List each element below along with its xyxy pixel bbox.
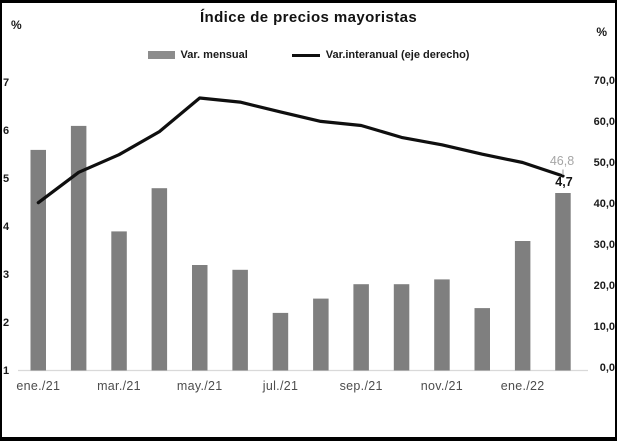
left-axis-unit-label: % <box>11 18 22 32</box>
bar-feb./22 <box>555 193 571 371</box>
bar-dic./21 <box>474 308 490 371</box>
left-axis-tick-5: 5 <box>3 172 10 185</box>
bar-abr./21 <box>151 188 168 371</box>
right-axis-unit-label: % <box>596 25 607 39</box>
right-axis-tick-40,0: 40,0 <box>593 198 615 210</box>
line-var-interanual <box>36 96 565 205</box>
bar-last-value-label: 4,7 <box>555 175 573 189</box>
right-axis-tick-10,0: 10,0 <box>593 321 615 334</box>
x-axis-label-nov./21: nov./21 <box>420 379 463 393</box>
legend: Var. mensual Var.interanual (eje derecho… <box>0 47 617 63</box>
bar-oct./21 <box>393 284 410 371</box>
bar-may./21 <box>192 265 208 371</box>
legend-label-var-interanual: Var.interanual (eje derecho) <box>325 49 470 61</box>
chart-title: Índice de precios mayoristas <box>199 9 418 26</box>
x-axis-label-mar./21: mar./21 <box>97 379 141 393</box>
left-axis-tick-4: 4 <box>3 220 10 233</box>
left-axis-tick-2: 2 <box>3 316 10 329</box>
bar-nov./21 <box>434 279 450 371</box>
legend-label-var-mensual: Var. mensual <box>180 49 248 61</box>
x-axis-label-may./21: may./21 <box>176 379 223 393</box>
legend-item-var-interanual: Var.interanual (eje derecho) <box>291 49 470 61</box>
right-axis-tick-20,0: 20,0 <box>593 280 615 293</box>
bar-series-swatch-icon <box>147 51 175 59</box>
right-axis-tick-50,0: 50,0 <box>593 156 615 169</box>
bar-jul./21 <box>272 312 289 371</box>
legend-item-var-mensual: Var. mensual <box>147 49 248 61</box>
x-axis-label-ene./21: ene./21 <box>16 379 61 393</box>
right-axis-tick-60,0: 60,0 <box>593 115 615 128</box>
x-axis-label-ene./22: ene./22 <box>500 379 545 393</box>
bar-feb./21 <box>70 125 87 371</box>
bar-ene./22 <box>514 241 531 371</box>
x-axis-label-jul./21: jul./21 <box>262 379 299 393</box>
line-last-value-label: 46,8 <box>549 154 575 168</box>
left-axis-tick-1: 1 <box>3 364 10 377</box>
right-axis-tick-0,0: 0,0 <box>599 362 615 375</box>
bar-ago./21 <box>313 298 329 371</box>
bar-mar./21 <box>111 231 127 371</box>
x-axis-label-sep./21: sep./21 <box>339 379 383 393</box>
right-axis-tick-70,0: 70,0 <box>593 74 615 87</box>
bar-sep./21 <box>353 284 369 371</box>
right-axis-tick-30,0: 30,0 <box>593 239 615 251</box>
left-axis-tick-6: 6 <box>3 124 10 137</box>
bar-ene./21 <box>30 149 46 371</box>
bar-jun./21 <box>232 269 248 371</box>
left-axis-tick-3: 3 <box>3 268 10 281</box>
left-axis-tick-7: 7 <box>3 76 10 89</box>
line-series-swatch-icon <box>291 53 320 57</box>
